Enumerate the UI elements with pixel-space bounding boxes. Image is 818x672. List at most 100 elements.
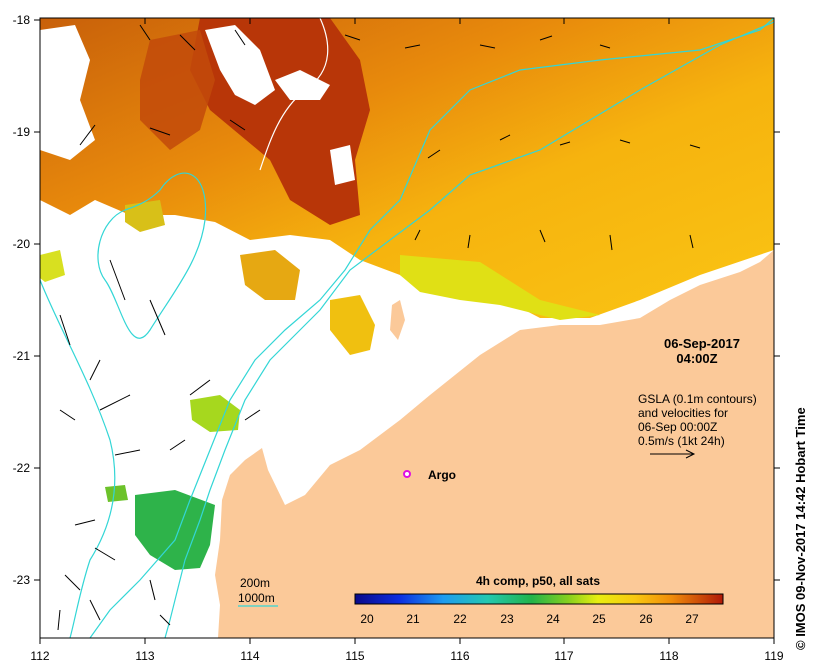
- arrow: [467, 234, 471, 249]
- arrow: [244, 409, 261, 421]
- timestamp-date: 06-Sep-2017: [664, 336, 740, 351]
- arrow: [427, 149, 441, 159]
- colorbar-tick: 25: [592, 612, 606, 626]
- y-tick-label: -21: [13, 349, 31, 363]
- isobath-loop: [97, 172, 207, 339]
- arrow: [609, 234, 613, 251]
- cloud-gap-3: [275, 70, 330, 100]
- sst-hot-core-west: [140, 30, 215, 150]
- timestamp-time: 04:00Z: [676, 351, 717, 366]
- legend-1000m-label: 1000m: [238, 591, 275, 605]
- arrow: [114, 449, 141, 456]
- arrow: [414, 229, 421, 241]
- arrow: [169, 439, 186, 451]
- map-frame: [39, 17, 775, 639]
- colorbar-tick: 23: [500, 612, 514, 626]
- arrow: [149, 579, 156, 601]
- arrow: [64, 574, 81, 591]
- arrow: [159, 614, 171, 626]
- y-tick-label: -19: [13, 125, 31, 139]
- arrow: [89, 599, 101, 621]
- colorbar-tick: 26: [639, 612, 653, 626]
- arrow: [499, 134, 511, 141]
- arrow: [689, 144, 701, 149]
- arrow: [149, 299, 166, 336]
- arrow: [149, 127, 171, 136]
- y-axis-labels: -18 -19 -20 -21 -22 -23: [13, 13, 31, 587]
- x-tick-label: 116: [450, 649, 469, 663]
- arrow: [539, 229, 546, 243]
- isobath-west: [40, 279, 116, 638]
- land-island: [390, 300, 405, 340]
- arrow: [57, 609, 61, 631]
- argo-marker[interactable]: [403, 470, 411, 478]
- x-tick-label: 113: [135, 649, 154, 663]
- arrow: [89, 359, 101, 381]
- colorbar-tick: 27: [685, 612, 699, 626]
- x-tick-label: 117: [554, 649, 573, 663]
- sst-patch-b: [240, 250, 300, 300]
- cloud-gap-1: [205, 25, 275, 105]
- y-tick-label: -23: [13, 573, 31, 587]
- legend-200m-label: 200m: [240, 576, 270, 590]
- arrow: [344, 34, 361, 41]
- scale-arrow: [650, 449, 696, 459]
- x-tick-label: 119: [764, 649, 783, 663]
- y-tick-label: -22: [13, 461, 31, 475]
- info-line-3: 06-Sep 00:00Z: [638, 420, 717, 434]
- x-axis-labels: 112 113 114 115 116 117 118 119: [30, 649, 783, 663]
- arrow: [139, 24, 151, 41]
- sst-yellow-coastal: [400, 255, 600, 320]
- info-line-1: GSLA (0.1m contours): [638, 392, 757, 406]
- y-axis-ticks: [34, 19, 780, 581]
- x-tick-label: 114: [240, 649, 259, 663]
- isobath-north-white: [259, 18, 329, 171]
- arrow: [59, 409, 76, 421]
- arrow: [94, 547, 116, 561]
- sst-patch-a: [330, 295, 375, 355]
- arrow: [689, 234, 694, 249]
- isobath-1000m: [89, 18, 774, 638]
- arrow: [179, 34, 196, 51]
- colorbar-tick: 22: [453, 612, 467, 626]
- arrow: [59, 314, 71, 346]
- velocity-arrows: [57, 24, 701, 631]
- arrow: [229, 119, 246, 131]
- cloud-gap-2: [40, 25, 95, 160]
- x-tick-label: 115: [345, 649, 364, 663]
- y-tick-label: -18: [13, 13, 31, 27]
- arrow: [559, 141, 571, 146]
- info-line-4: 0.5m/s (1kt 24h): [638, 434, 725, 448]
- colorbar-tick: 24: [546, 612, 560, 626]
- y-tick-label: -20: [13, 237, 31, 251]
- imos-credit: © IMOS 09-Nov-2017 14:42 Hobart Time: [793, 407, 808, 650]
- arrow: [619, 139, 631, 144]
- info-line-2: and velocities for: [638, 406, 728, 420]
- sst-patch-c: [40, 250, 65, 282]
- x-tick-label: 112: [30, 649, 49, 663]
- colorbar-ticks: 20 21 22 23 24 25 26 27: [360, 612, 699, 626]
- arrow: [599, 44, 611, 49]
- isobath-200m: [164, 21, 774, 638]
- sst-patch-e: [125, 200, 165, 232]
- sst-patch-green-small: [105, 485, 128, 502]
- arrow: [404, 44, 421, 49]
- arrow: [74, 519, 96, 526]
- x-axis-ticks: [39, 18, 775, 644]
- colorbar-title: 4h comp, p50, all sats: [476, 574, 600, 588]
- x-tick-label: 118: [659, 649, 678, 663]
- sst-patch-green: [135, 490, 215, 570]
- colorbar-tick: 21: [406, 612, 420, 626]
- arrow: [189, 379, 211, 396]
- colorbar-tick: 20: [360, 612, 374, 626]
- cloud-gap-4: [330, 145, 355, 185]
- arrow: [99, 394, 131, 411]
- arrow: [479, 44, 496, 49]
- arrow: [109, 259, 126, 301]
- arrow: [539, 35, 553, 41]
- arrow: [79, 124, 96, 146]
- land-australia: [215, 250, 774, 638]
- argo-label: Argo: [428, 468, 456, 482]
- arrow: [234, 29, 246, 46]
